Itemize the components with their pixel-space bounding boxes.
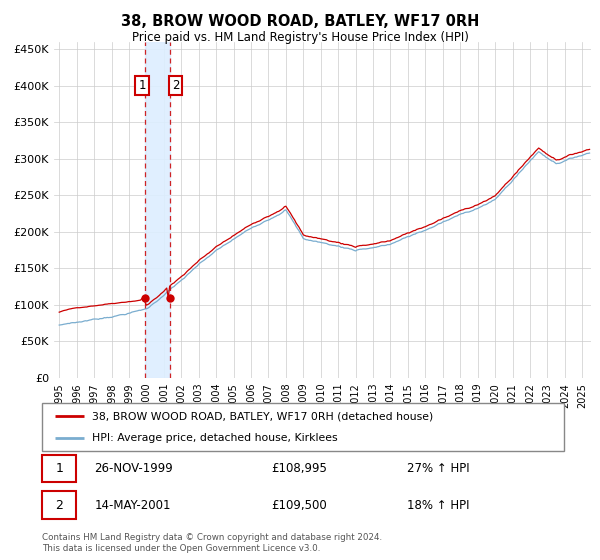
Text: 1: 1	[138, 80, 146, 92]
Text: HPI: Average price, detached house, Kirklees: HPI: Average price, detached house, Kirk…	[92, 433, 337, 443]
Text: 1: 1	[55, 462, 63, 475]
FancyBboxPatch shape	[42, 491, 76, 519]
Text: Price paid vs. HM Land Registry's House Price Index (HPI): Price paid vs. HM Land Registry's House …	[131, 31, 469, 44]
Text: 27% ↑ HPI: 27% ↑ HPI	[407, 462, 470, 475]
FancyBboxPatch shape	[42, 455, 76, 483]
Text: 14-MAY-2001: 14-MAY-2001	[94, 498, 171, 511]
FancyBboxPatch shape	[42, 403, 564, 451]
Text: £108,995: £108,995	[272, 462, 328, 475]
Bar	[145, 42, 170, 378]
Text: 26-NOV-1999: 26-NOV-1999	[94, 462, 173, 475]
Text: 38, BROW WOOD ROAD, BATLEY, WF17 0RH (detached house): 38, BROW WOOD ROAD, BATLEY, WF17 0RH (de…	[92, 411, 433, 421]
Text: 38, BROW WOOD ROAD, BATLEY, WF17 0RH: 38, BROW WOOD ROAD, BATLEY, WF17 0RH	[121, 14, 479, 29]
Text: 18% ↑ HPI: 18% ↑ HPI	[407, 498, 470, 511]
Text: 2: 2	[55, 498, 63, 511]
Text: Contains HM Land Registry data © Crown copyright and database right 2024.
This d: Contains HM Land Registry data © Crown c…	[42, 533, 382, 553]
Text: £109,500: £109,500	[272, 498, 328, 511]
Text: 2: 2	[172, 80, 179, 92]
